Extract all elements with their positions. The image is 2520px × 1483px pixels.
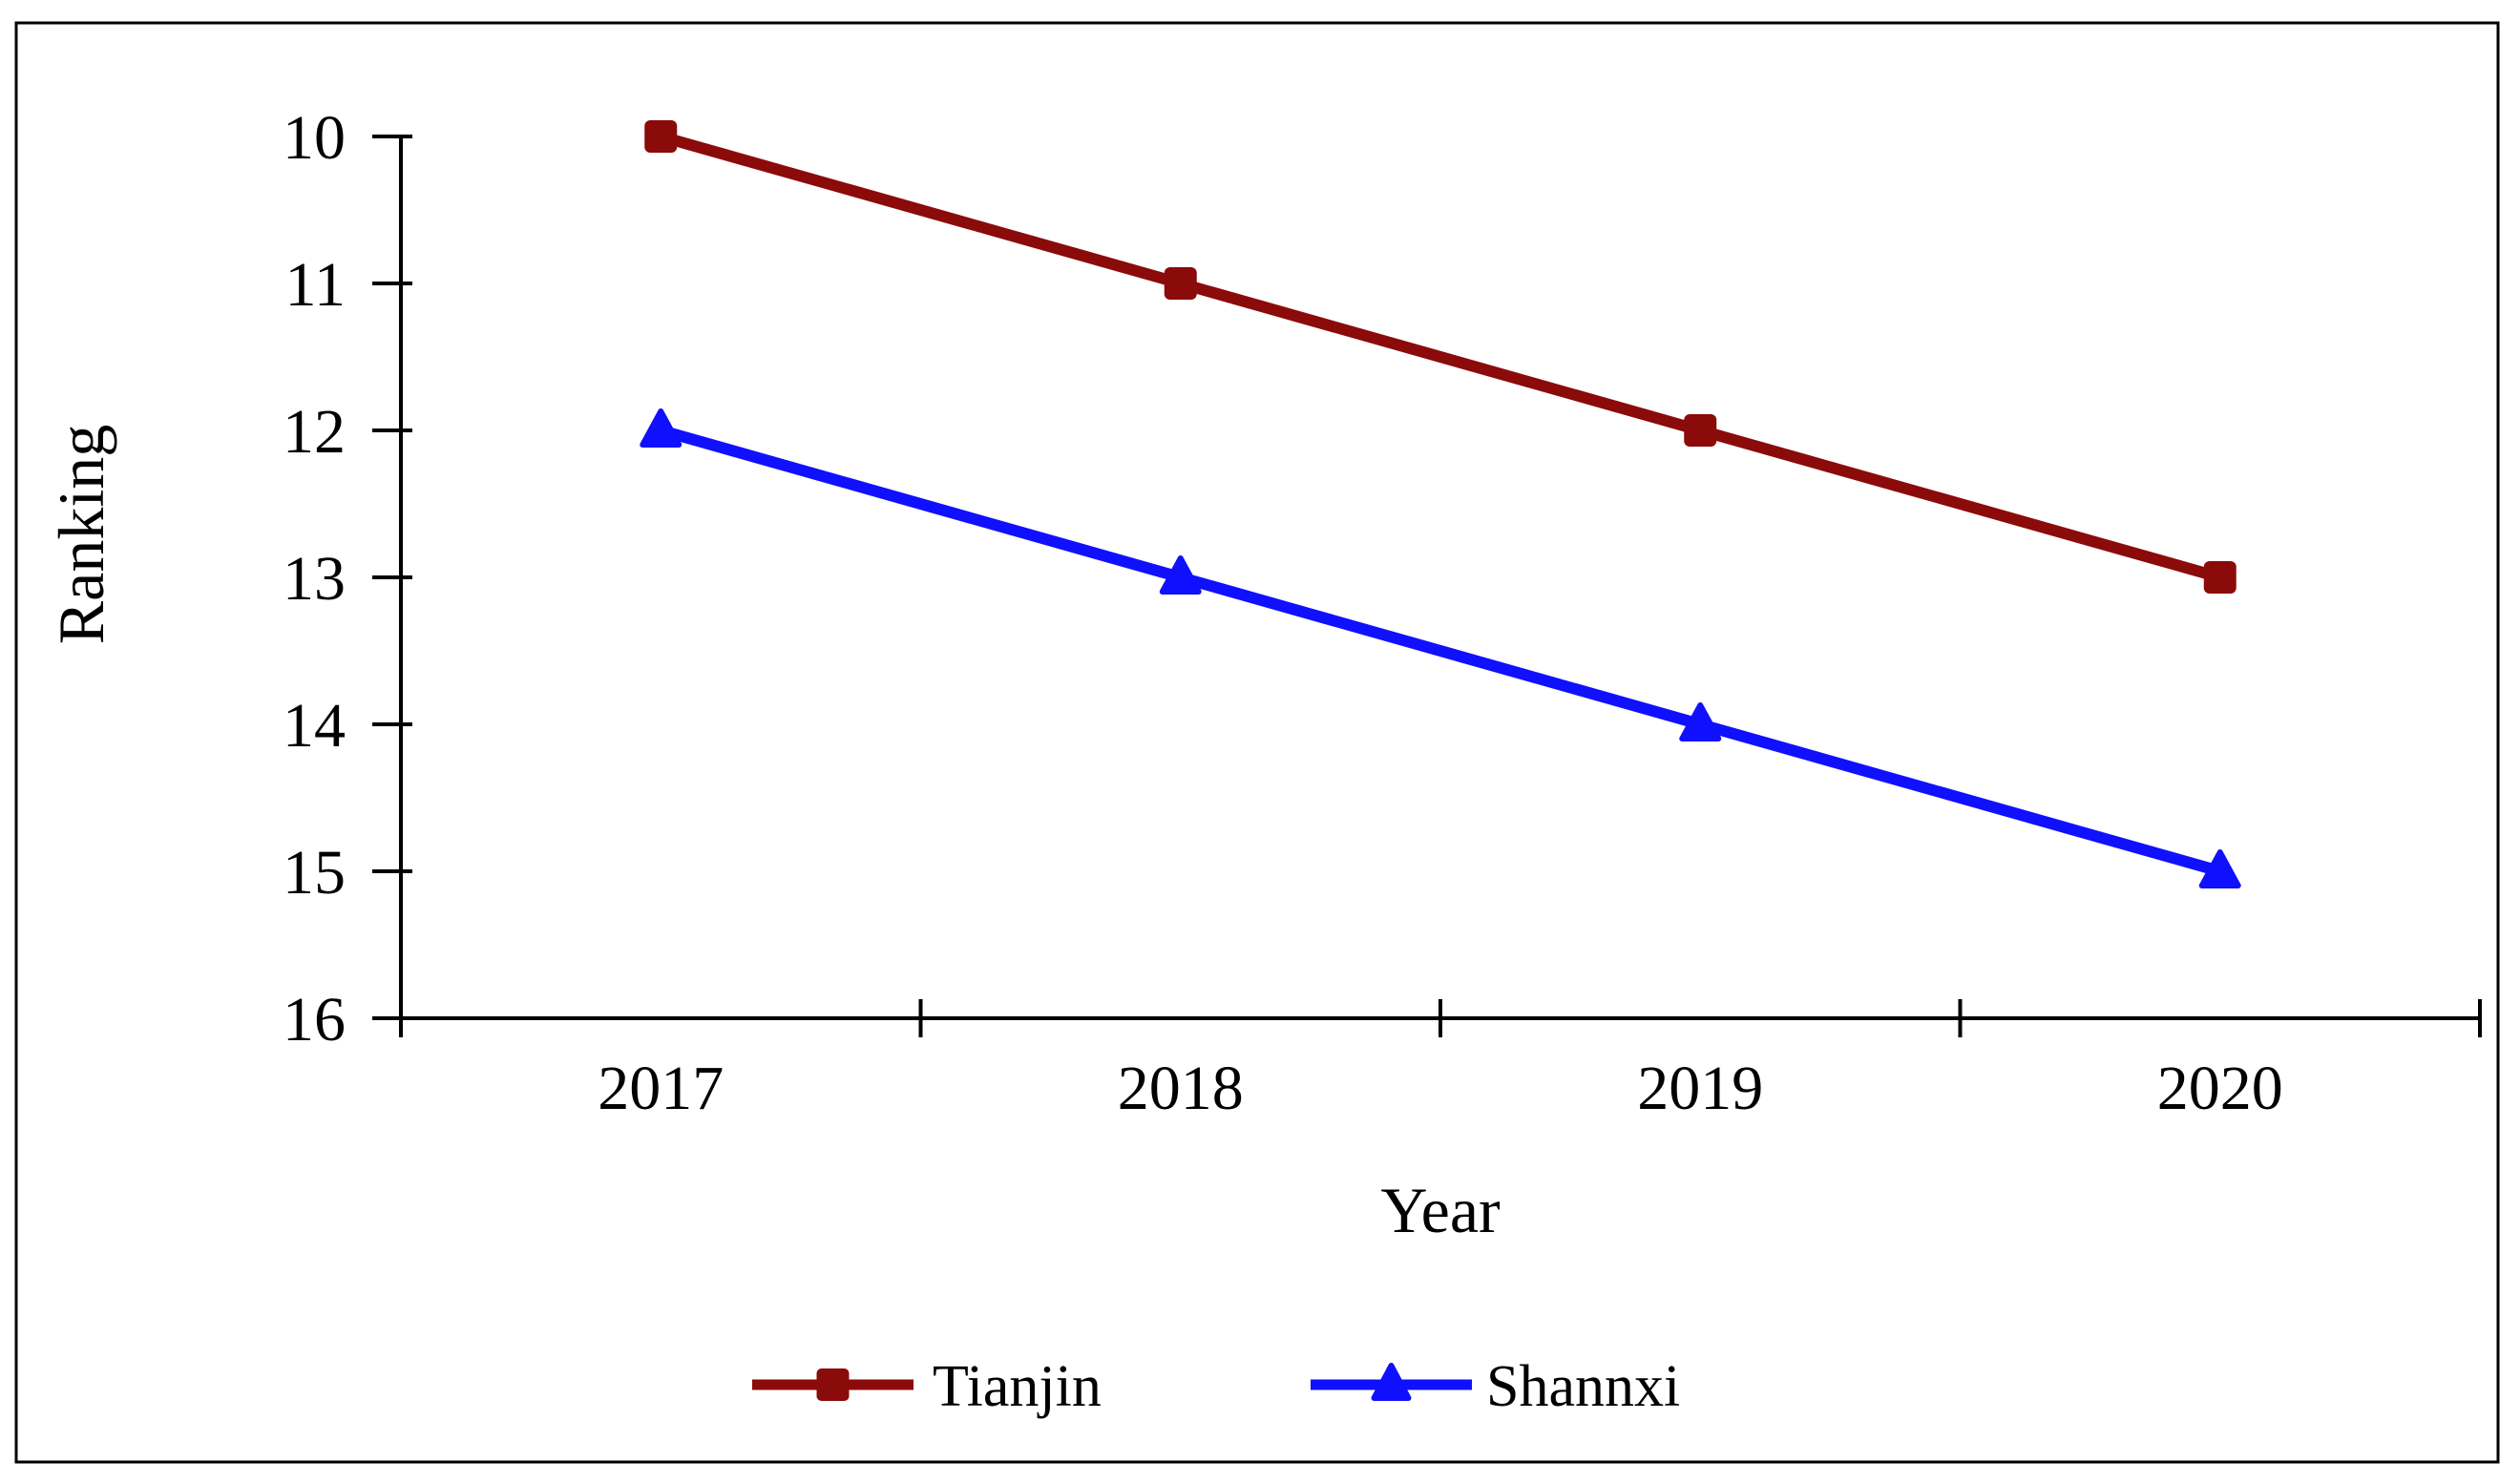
- y-tick-label: 13: [283, 544, 346, 614]
- x-tick-label: 2017: [598, 1054, 724, 1123]
- data-point-shannxi-2020: [2198, 849, 2241, 888]
- legend-label: Tianjin: [933, 1354, 1102, 1419]
- chart-border: [14, 21, 2500, 1464]
- y-tick-label: 15: [283, 838, 346, 908]
- legend-item-tianjin: Tianjin: [752, 1354, 1102, 1419]
- x-axis-title: Year: [1380, 1174, 1501, 1246]
- y-axis-title: Ranking: [45, 425, 117, 644]
- legend-label: Shannxi: [1486, 1354, 1680, 1419]
- series-line-tianjin: [655, 131, 2226, 583]
- data-point-shannxi-2018: [1159, 555, 1202, 595]
- y-tick-label: 14: [283, 691, 346, 761]
- legend-item-shannxi: Shannxi: [1311, 1354, 1680, 1419]
- x-tick-label: 2020: [2157, 1054, 2283, 1123]
- legend-triangle-marker: [1371, 1363, 1412, 1401]
- data-point-shannxi-2019: [1679, 702, 1722, 742]
- data-point-tianjin-2020: [2203, 561, 2236, 594]
- data-point-tianjin-2018: [1164, 267, 1197, 300]
- y-tick-label: 12: [283, 397, 346, 467]
- series-line-shannxi: [655, 425, 2226, 877]
- x-tick-label: 2019: [1637, 1054, 1763, 1123]
- y-tick-label: 11: [284, 250, 346, 320]
- data-point-shannxi-2017: [640, 408, 682, 448]
- y-tick-label: 10: [283, 103, 346, 173]
- data-point-tianjin-2019: [1684, 414, 1717, 447]
- y-tick-label: 16: [283, 985, 346, 1055]
- x-tick-label: 2018: [1118, 1054, 1244, 1123]
- data-point-tianjin-2017: [644, 120, 678, 153]
- legend-square-marker: [816, 1368, 850, 1401]
